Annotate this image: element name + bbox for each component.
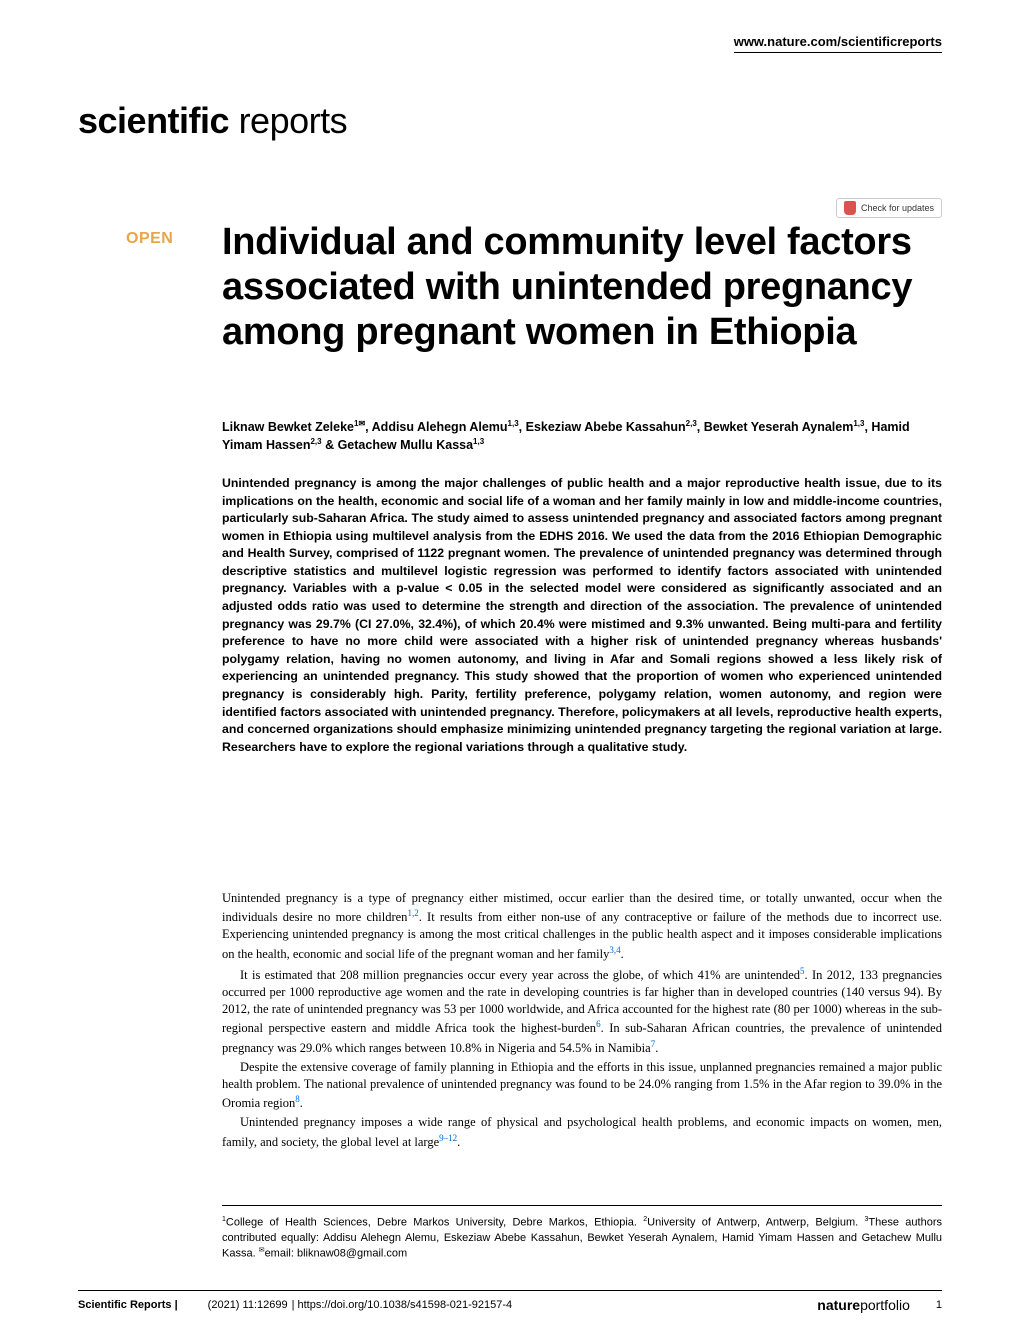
author-list: Liknaw Bewket Zeleke1✉, Addisu Alehegn A… — [222, 418, 942, 455]
page-number: 1 — [936, 1299, 942, 1311]
body-text: Unintended pregnancy is a type of pregna… — [222, 890, 942, 1153]
article-title: Individual and community level factors a… — [222, 220, 942, 354]
page-footer: Scientific Reports | (2021) 11:12699 | h… — [78, 1290, 942, 1313]
footer-doi[interactable]: | https://doi.org/10.1038/s41598-021-921… — [292, 1299, 513, 1311]
footer-journal: Scientific Reports | — [78, 1299, 178, 1311]
abstract-text: Unintended pregnancy is among the major … — [222, 475, 942, 756]
footer-citation: (2021) 11:12699 — [208, 1299, 288, 1311]
para-1: Unintended pregnancy is a type of pregna… — [222, 890, 942, 963]
affiliations: 1College of Health Sciences, Debre Marko… — [222, 1205, 942, 1262]
para-2: It is estimated that 208 million pregnan… — [222, 965, 942, 1057]
check-updates-label: Check for updates — [861, 203, 934, 213]
crossmark-icon — [844, 201, 856, 215]
open-access-badge: OPEN — [126, 230, 173, 248]
brand-light: reports — [229, 100, 347, 141]
journal-brand: scientific reports — [78, 100, 347, 142]
journal-link[interactable]: www.nature.com/scientificreports — [734, 34, 942, 53]
ref-link[interactable]: 3,4 — [609, 945, 620, 955]
footer-portfolio: natureportfolio — [817, 1297, 910, 1313]
check-updates-button[interactable]: Check for updates — [836, 198, 942, 218]
para-4: Unintended pregnancy imposes a wide rang… — [222, 1114, 942, 1150]
para-3: Despite the extensive coverage of family… — [222, 1059, 942, 1113]
ref-link[interactable]: 9–12 — [439, 1133, 457, 1143]
ref-link[interactable]: 1,2 — [407, 908, 418, 918]
brand-bold: scientific — [78, 100, 229, 141]
